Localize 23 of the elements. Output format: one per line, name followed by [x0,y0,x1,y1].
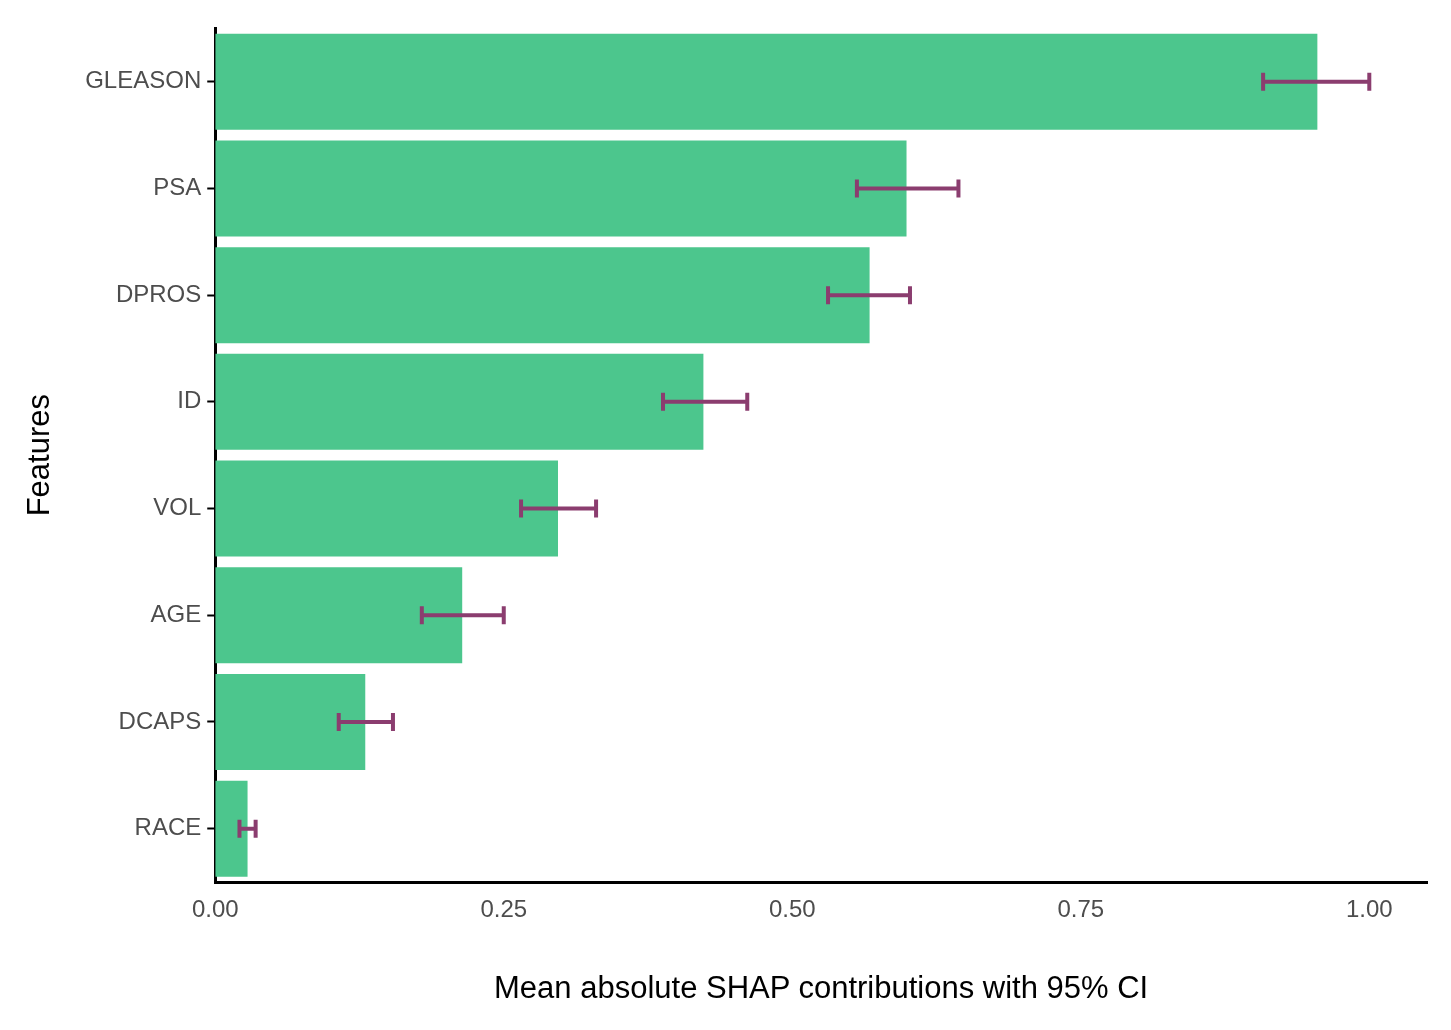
bar [215,673,366,770]
x-tick-label: 0.25 [480,895,528,923]
y-tick-label: DCAPS [118,706,202,734]
bar [215,140,907,237]
x-tick-label: 0.00 [191,895,239,923]
y-tick-label: DPROS [115,279,202,307]
bar [215,33,1318,130]
bar [215,247,870,344]
x-tick-label: 1.00 [1345,895,1393,923]
bar [215,460,558,557]
y-tick-label: GLEASON [85,66,202,94]
y-tick-label: VOL [153,493,202,521]
y-tick-label: AGE [150,599,202,627]
bar [215,567,463,664]
x-axis-title: Mean absolute SHAP contributions with 95% CI [494,969,1149,1005]
x-tick-label: 0.50 [768,895,816,923]
y-axis-title: Features [21,394,57,517]
y-tick-label: RACE [134,813,202,841]
y-tick-label: ID [177,386,202,414]
bar [215,780,248,877]
bar [215,353,704,450]
x-tick-label: 0.75 [1057,895,1105,923]
y-tick-label: PSA [153,173,202,201]
